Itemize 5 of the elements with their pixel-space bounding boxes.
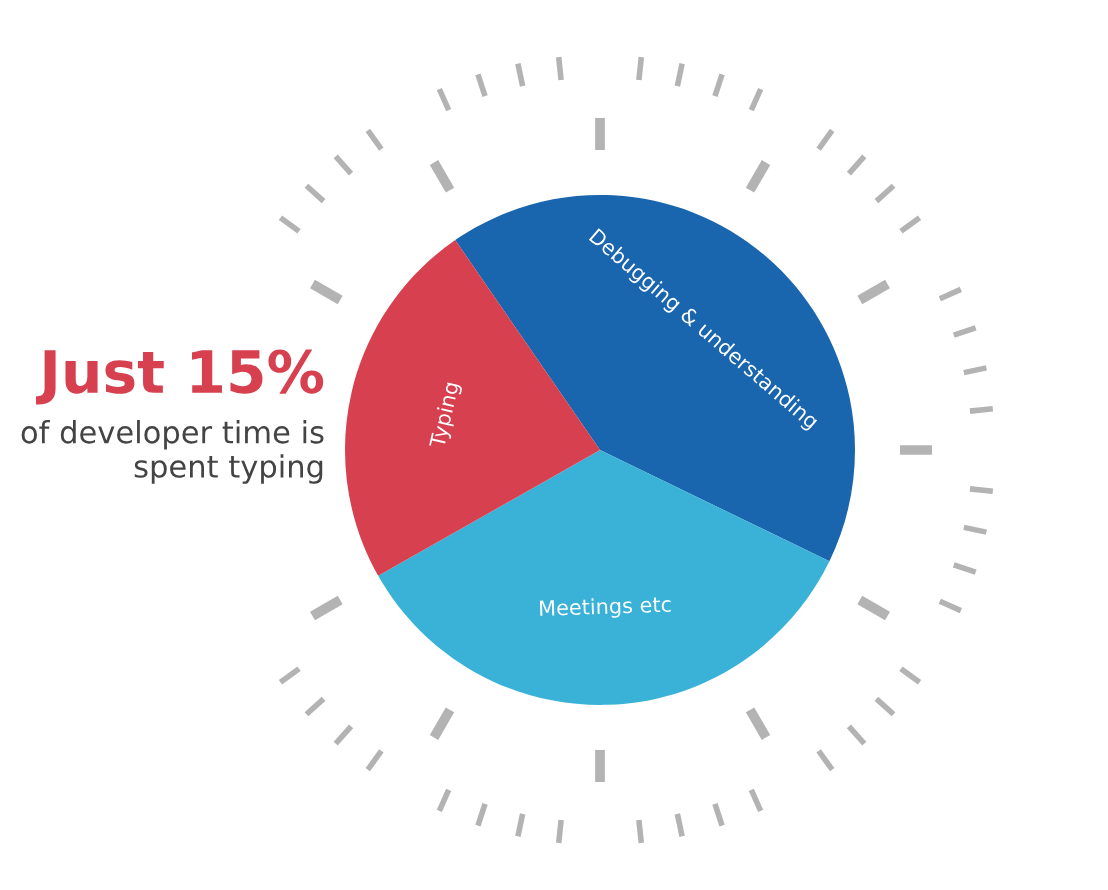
text: of developer time is spent typing [21, 420, 324, 484]
text: Just 15% [35, 349, 324, 405]
slice-label: Meetings etc [539, 595, 672, 621]
slice-label: Typing [428, 381, 463, 450]
pie-slice [378, 450, 830, 705]
